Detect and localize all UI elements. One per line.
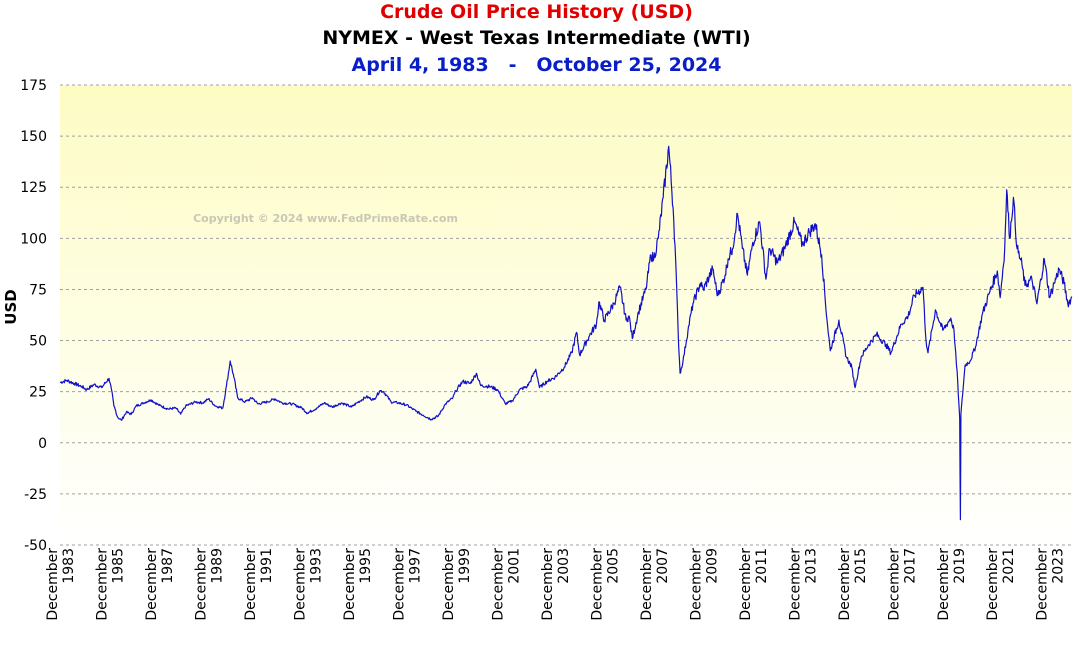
x-tick-label: December2013 xyxy=(787,548,819,621)
x-tick-label: December2007 xyxy=(639,548,671,621)
y-axis-label: USD xyxy=(2,289,20,324)
x-tick-label: December1999 xyxy=(441,548,473,621)
price-series-line xyxy=(59,145,1073,521)
x-tick-label: December1995 xyxy=(342,548,374,621)
x-tick-label: December2009 xyxy=(688,548,720,621)
y-tick-label: 50 xyxy=(29,334,47,350)
x-tick-label: December2017 xyxy=(886,548,918,621)
x-tick-label: December1983 xyxy=(45,548,77,621)
x-tick-label: December1985 xyxy=(94,548,126,621)
y-tick-label: 100 xyxy=(20,231,47,247)
x-tick-label: December2021 xyxy=(985,548,1017,621)
y-tick-label: 150 xyxy=(20,129,47,145)
x-tick-label: December1989 xyxy=(193,548,225,621)
x-tick-label: December2003 xyxy=(540,548,572,621)
x-tick-label: December1991 xyxy=(243,548,275,621)
copyright-watermark: Copyright © 2024 www.FedPrimeRate.com xyxy=(193,212,458,225)
y-tick-label: 0 xyxy=(38,436,47,452)
x-tick-label: December2019 xyxy=(936,548,968,621)
chart-title: Crude Oil Price History (USD) xyxy=(380,1,693,23)
chart-subtitle: NYMEX - West Texas Intermediate (WTI) xyxy=(322,27,751,49)
grid-lines xyxy=(60,84,1072,546)
x-tick-label: December1997 xyxy=(391,548,423,621)
x-tick-label: December1993 xyxy=(292,548,324,621)
x-tick-label: December2015 xyxy=(837,548,869,621)
x-tick-label: December2005 xyxy=(589,548,621,621)
y-tick-label: -50 xyxy=(24,538,47,554)
plot-area xyxy=(60,85,1072,545)
x-tick-label: December2001 xyxy=(490,548,522,621)
y-tick-label: -25 xyxy=(24,487,47,503)
y-tick-label: 25 xyxy=(29,385,47,401)
y-tick-label: 75 xyxy=(29,282,47,298)
x-tick-label: December1987 xyxy=(144,548,176,621)
x-axis-ticks: December1983 December1985 December1987 Dece… xyxy=(45,548,1067,621)
chart-date-range: April 4, 1983 - October 25, 2024 xyxy=(351,54,722,76)
y-tick-label: 175 xyxy=(20,78,47,94)
y-tick-label: 125 xyxy=(20,180,47,196)
x-tick-label: December2011 xyxy=(738,548,770,621)
y-axis-ticks: 175 150 125 100 75 50 25 0 -25 -50 xyxy=(20,78,47,554)
x-tick-label: December2023 xyxy=(1035,548,1067,621)
